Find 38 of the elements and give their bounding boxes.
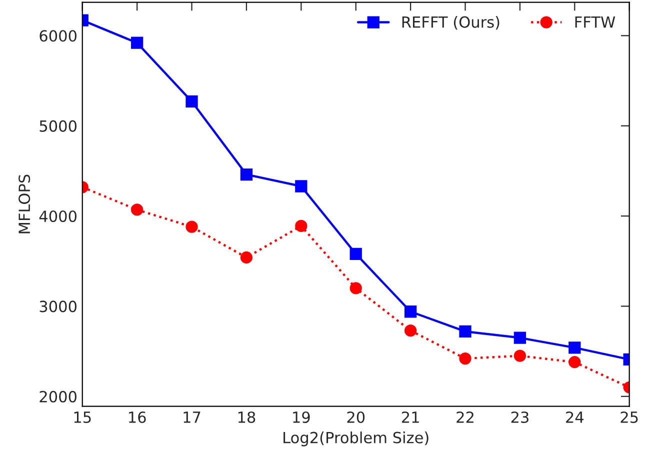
point bbox=[186, 220, 198, 233]
x-tick-label: 15 bbox=[74, 412, 91, 424]
point bbox=[514, 350, 526, 362]
legend-label: REFFT (Ours) bbox=[402, 16, 500, 30]
point bbox=[568, 342, 581, 354]
x-tick-label: 25 bbox=[620, 411, 638, 424]
x-tick-label: 17 bbox=[184, 412, 200, 423]
point bbox=[404, 324, 417, 337]
point bbox=[186, 95, 198, 108]
point bbox=[459, 325, 472, 338]
point bbox=[240, 251, 253, 264]
point bbox=[295, 180, 308, 192]
y-tick-label: 2000 bbox=[40, 390, 76, 402]
x-axis-title: Log2(Problem Size) bbox=[284, 432, 428, 446]
point bbox=[130, 204, 144, 216]
legend-label: FFTW bbox=[575, 16, 616, 28]
x-tick-label: 20 bbox=[347, 411, 365, 424]
point bbox=[514, 332, 526, 344]
y-tick-label: 6000 bbox=[40, 30, 76, 42]
point bbox=[404, 306, 417, 318]
point bbox=[130, 36, 144, 49]
x-tick-label: 22 bbox=[456, 411, 474, 423]
point bbox=[240, 168, 253, 181]
point bbox=[295, 220, 308, 232]
x-tick-label: 19 bbox=[293, 411, 310, 424]
y-axis-title: MFLOPS bbox=[18, 174, 30, 234]
point bbox=[350, 248, 362, 260]
x-tick-label: 24 bbox=[566, 411, 584, 423]
point bbox=[350, 282, 362, 294]
point bbox=[459, 352, 472, 365]
x-tick-label: 18 bbox=[238, 411, 256, 424]
y-tick-label: 4000 bbox=[39, 210, 76, 222]
point bbox=[568, 356, 581, 368]
x-tick-label: 23 bbox=[511, 411, 528, 424]
x-tick-label: 21 bbox=[402, 411, 419, 423]
y-tick-label: 3000 bbox=[40, 300, 76, 312]
y-tick-label: 5000 bbox=[40, 120, 76, 132]
x-tick-label: 16 bbox=[129, 411, 146, 424]
